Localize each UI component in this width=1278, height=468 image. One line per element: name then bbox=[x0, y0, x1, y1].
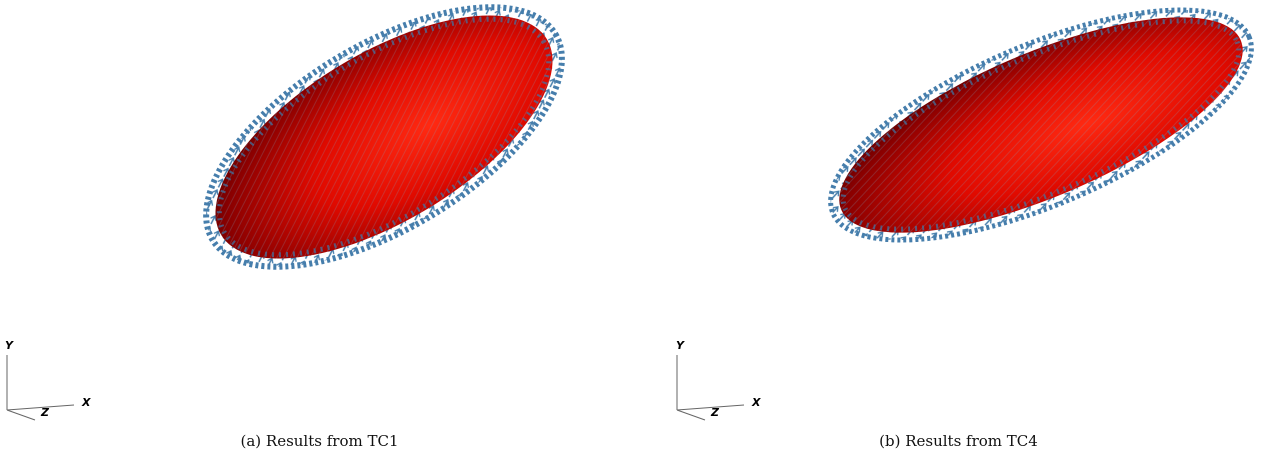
y-axis-label: Y bbox=[5, 339, 14, 352]
figure-panel-a: Y X Z (a) Results from TC1 bbox=[5, 4, 565, 450]
upper-arrow-band bbox=[216, 16, 552, 258]
x-axis-line bbox=[676, 404, 745, 411]
axis-triad: Y X Z bbox=[676, 339, 761, 421]
ellipsoid-render-b: Y X Z bbox=[676, 7, 1254, 421]
surface-streamlines bbox=[839, 17, 1243, 233]
figure-caption-a: (a) Results from TC1 bbox=[240, 432, 399, 450]
surface-streamlines bbox=[215, 15, 553, 259]
z-axis-line bbox=[6, 409, 36, 421]
z-axis-line bbox=[676, 409, 706, 421]
axis-triad: Y X Z bbox=[5, 339, 91, 421]
figure-caption-b: (b) Results from TC4 bbox=[879, 432, 1038, 450]
z-axis-label: Z bbox=[40, 406, 50, 419]
x-axis-label: X bbox=[751, 396, 761, 409]
figure-panel-b: Y X Z (b) Results from TC4 bbox=[639, 0, 1278, 468]
y-axis-label: Y bbox=[676, 339, 685, 352]
ellipsoid-render-a: Y X Z bbox=[5, 4, 565, 421]
x-axis-line bbox=[6, 404, 75, 411]
z-axis-label: Z bbox=[710, 406, 720, 419]
x-axis-label: X bbox=[81, 396, 91, 409]
